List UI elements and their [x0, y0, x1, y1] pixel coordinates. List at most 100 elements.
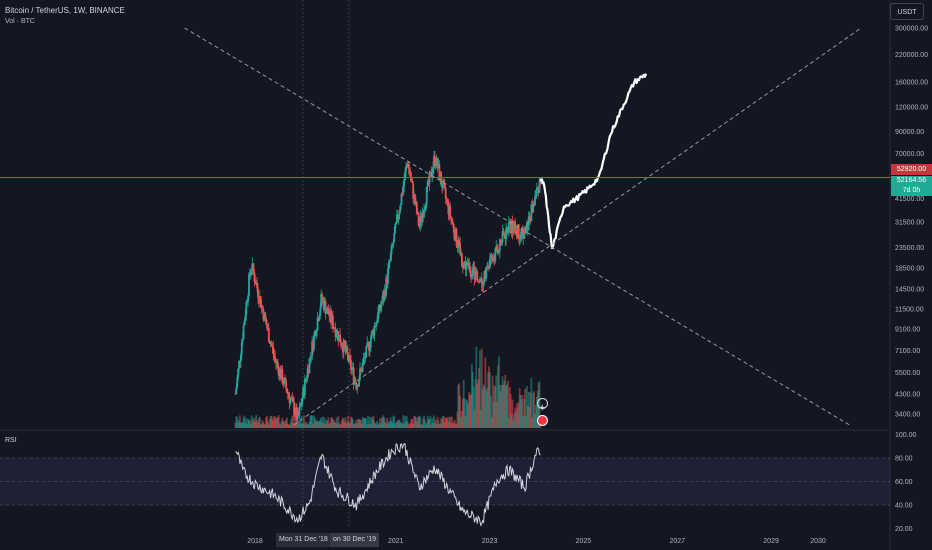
last-price: 52164.56: [896, 177, 927, 184]
volume-bar: [407, 424, 410, 428]
volume-bar: [312, 424, 314, 428]
candle-body: [468, 262, 471, 266]
candle-body: [341, 346, 344, 353]
volume-bar: [406, 421, 409, 428]
candle-body: [511, 220, 514, 234]
candle-body: [370, 331, 373, 339]
candle-body: [246, 301, 249, 303]
candle-body: [488, 258, 491, 269]
candle-body: [285, 388, 288, 393]
candle-body: [411, 180, 414, 183]
volume-bar: [529, 392, 532, 428]
candle-body: [380, 302, 383, 308]
volume-bar: [377, 423, 379, 428]
candle-body: [365, 345, 368, 358]
candle-body: [453, 232, 456, 241]
candle-body: [498, 239, 501, 252]
volume-bar: [452, 422, 455, 428]
candle-body: [537, 187, 540, 193]
volume-bar: [518, 388, 521, 428]
volume-bar: [465, 399, 468, 428]
candle-body: [434, 163, 437, 166]
candle-body: [366, 342, 369, 346]
candle-body: [295, 407, 298, 420]
volume-bar: [423, 415, 425, 428]
candle-body: [462, 262, 465, 269]
volume-bar: [470, 394, 472, 428]
volume-bar: [443, 422, 446, 428]
candle-body: [466, 263, 469, 266]
price-tick-label: 120000.00: [895, 104, 928, 111]
volume-bar: [521, 395, 524, 428]
candle-body: [382, 295, 385, 301]
candle-body: [349, 355, 351, 360]
candle-body: [338, 334, 341, 341]
volume-bar: [256, 420, 259, 428]
volume-bar: [511, 399, 514, 428]
candle-body: [490, 255, 493, 259]
candle-body: [395, 222, 397, 225]
volume-bar: [451, 424, 454, 428]
volume-bar: [274, 416, 277, 428]
volume-bar: [378, 418, 381, 428]
volume-bar: [280, 421, 283, 428]
currency-button[interactable]: USDT: [890, 3, 924, 20]
volume-bar: [432, 422, 434, 428]
volume-bar: [383, 417, 386, 428]
volume-bar: [464, 415, 467, 428]
candle-body: [463, 261, 466, 263]
volume-bar: [494, 386, 497, 428]
price-tick-label: 18500.00: [895, 266, 924, 273]
candle-body: [522, 232, 525, 239]
time-tick-label: 2023: [482, 538, 498, 545]
volume-bar: [400, 422, 403, 428]
candle-body: [305, 378, 308, 380]
candle-body: [449, 205, 452, 217]
price-tick-label: 90000.00: [895, 129, 924, 136]
volume-bar: [492, 401, 495, 428]
volume-bar: [455, 424, 458, 428]
volume-bar: [460, 416, 462, 428]
candle-body: [515, 230, 517, 234]
volume-bar: [313, 415, 315, 428]
volume-bar: [293, 415, 295, 428]
news-icon[interactable]: [537, 415, 548, 426]
candle-body: [293, 402, 295, 415]
volume-bar: [363, 417, 366, 428]
candle-body: [514, 221, 517, 234]
volume-bar: [485, 390, 488, 428]
candle-body: [334, 329, 337, 338]
lightning-icon[interactable]: [537, 398, 548, 411]
candle-body: [249, 269, 252, 275]
candle-body: [448, 205, 451, 215]
candle-body: [344, 345, 347, 352]
candle-body: [519, 234, 522, 240]
candle-body: [368, 342, 370, 351]
candle-body: [258, 297, 260, 303]
time-tick-label: 2025: [576, 538, 592, 545]
volume-bar: [246, 424, 249, 428]
candle-body: [237, 368, 240, 378]
volume-bar: [318, 420, 321, 428]
candle-body: [503, 234, 506, 236]
candle-body: [263, 312, 266, 321]
candle-body: [251, 263, 254, 270]
candle-body: [244, 315, 247, 321]
candle-body: [470, 275, 473, 278]
candle-body: [283, 378, 286, 384]
candle-body: [387, 262, 390, 269]
volume-bar: [241, 422, 244, 428]
volume-bar: [281, 417, 284, 428]
candle-body: [432, 166, 434, 174]
candle-body: [324, 301, 327, 314]
candle-body: [384, 290, 387, 297]
candle-body: [408, 167, 411, 175]
candle-body: [362, 358, 365, 363]
volume-bar: [496, 401, 499, 428]
candle-body: [525, 227, 527, 234]
volume-bar: [369, 424, 372, 428]
volume-bar: [510, 414, 513, 428]
volume-bar: [437, 420, 440, 428]
volume-bar: [430, 424, 433, 428]
